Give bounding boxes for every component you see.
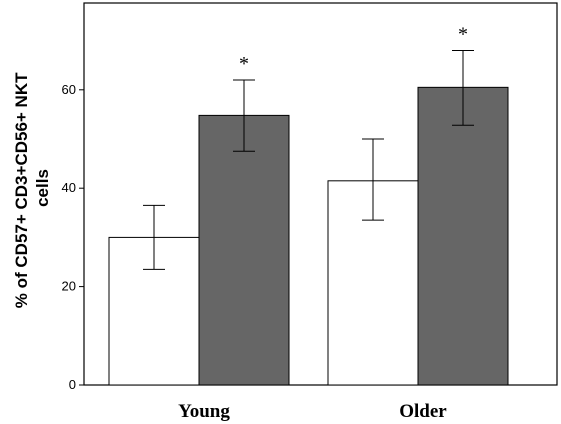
bar-series2-young bbox=[198, 114, 290, 386]
significance-asterisk: * bbox=[458, 23, 468, 45]
plot-frame bbox=[83, 2, 558, 386]
error-bars-group bbox=[143, 49, 474, 270]
y-tick-label: 0 bbox=[69, 377, 76, 392]
x-category-label-young: Young bbox=[178, 401, 230, 422]
y-tick-label: 20 bbox=[62, 279, 76, 294]
bars-group bbox=[108, 86, 509, 386]
y-axis-title-line-1: % of CD57+ CD3+CD56+ NKT bbox=[12, 72, 31, 308]
y-tick-label: 60 bbox=[62, 82, 76, 97]
significance-asterisk: * bbox=[239, 53, 249, 75]
y-axis-ticks: 0 20 40 60 bbox=[62, 82, 84, 392]
x-category-label-older: Older bbox=[399, 401, 447, 422]
x-axis-labels: Young Older bbox=[178, 401, 447, 422]
y-axis-title-line-2: cells bbox=[33, 169, 52, 207]
annotations-group: ** bbox=[239, 23, 468, 75]
y-axis-title: % of CD57+ CD3+CD56+ NKT cells bbox=[12, 68, 52, 308]
bar-series2-older bbox=[417, 86, 509, 386]
y-tick-label: 40 bbox=[62, 180, 76, 195]
